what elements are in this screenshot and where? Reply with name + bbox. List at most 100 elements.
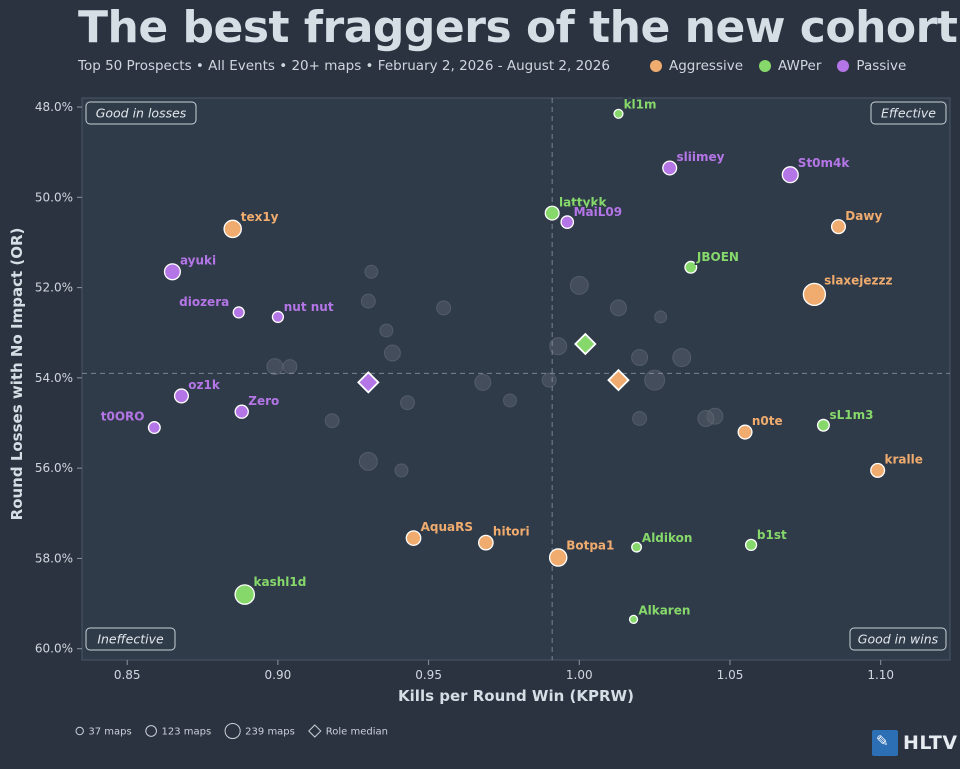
role-median-legend-label: Role median xyxy=(326,727,388,738)
player-label: AquaRS xyxy=(421,520,473,534)
group-legend: Aggressive AWPer Passive xyxy=(650,58,906,74)
background-prospect-point xyxy=(549,337,568,356)
background-prospect-point xyxy=(358,451,378,471)
quadrant-label-good-in-wins: Good in wins xyxy=(849,627,947,651)
player-label: b1st xyxy=(757,528,787,542)
size-legend-circle xyxy=(145,725,157,737)
awper-swatch xyxy=(759,60,772,72)
player-point xyxy=(223,219,242,239)
player-point xyxy=(816,418,830,432)
role-median-marker xyxy=(357,371,380,394)
background-prospect-point xyxy=(324,413,340,429)
x-tick-label: 0.95 xyxy=(415,668,442,682)
x-tick-label: 1.10 xyxy=(867,668,894,682)
player-point xyxy=(232,306,245,319)
quadrant-label-good-in-wins-box xyxy=(849,627,947,651)
player-point xyxy=(147,421,161,435)
y-axis-title: Round Losses with No Impact (OR) xyxy=(8,228,26,521)
player-point xyxy=(613,108,624,119)
player-point xyxy=(271,310,285,324)
player-label: lattykk xyxy=(559,195,607,209)
role-median-marker xyxy=(607,368,630,392)
player-point xyxy=(628,614,639,625)
player-label: oz1k xyxy=(188,378,221,392)
legend-label-aggressive: Aggressive xyxy=(669,58,744,74)
plot-area xyxy=(81,97,951,661)
player-point xyxy=(544,205,560,221)
legend-item-aggressive: Aggressive xyxy=(650,58,743,74)
background-prospect-point xyxy=(541,372,557,388)
legend-item-awper: AWPer xyxy=(759,58,821,74)
y-tick-label: 54.0% xyxy=(35,371,73,385)
hltv-logo-text: HLTV xyxy=(903,732,958,754)
background-prospect-point xyxy=(364,264,379,279)
x-tick-label: 1.00 xyxy=(566,668,593,682)
background-prospect-point xyxy=(672,348,692,368)
x-tick-label: 1.05 xyxy=(717,668,744,682)
legend-item-passive: Passive xyxy=(837,58,906,74)
background-prospect-point xyxy=(502,393,517,408)
player-point xyxy=(830,219,847,235)
background-prospect-point xyxy=(282,359,298,375)
background-prospect-point xyxy=(644,369,666,391)
player-label: t0ORO xyxy=(101,410,145,424)
background-prospect-point xyxy=(609,299,627,317)
player-point xyxy=(405,530,422,546)
background-prospect-point xyxy=(400,395,415,411)
y-tick-label: 50.0% xyxy=(35,190,73,204)
player-label: kashl1d xyxy=(254,575,307,589)
y-tick-label: 48.0% xyxy=(35,100,73,114)
player-label: nut nut xyxy=(284,300,334,314)
player-point xyxy=(744,538,758,552)
player-label: sliimey xyxy=(677,150,725,164)
player-label: ayuki xyxy=(180,253,216,267)
player-point xyxy=(684,260,698,274)
player-point xyxy=(870,462,886,478)
player-point xyxy=(662,160,678,176)
legend-label-awper: AWPer xyxy=(778,58,822,74)
y-tick-label: 52.0% xyxy=(35,281,73,295)
aggressive-swatch xyxy=(650,60,662,72)
background-prospect-point xyxy=(436,300,452,316)
background-prospect-point xyxy=(632,410,648,426)
background-prospect-point xyxy=(631,349,649,367)
player-point xyxy=(560,215,575,229)
size-legend-circle xyxy=(75,726,84,736)
y-tick-label: 56.0% xyxy=(35,461,73,475)
player-label: Dawy xyxy=(845,209,882,223)
background-prospect-point xyxy=(697,409,715,427)
player-point xyxy=(477,534,494,551)
background-prospect-point xyxy=(394,463,409,478)
x-tick-label: 0.90 xyxy=(265,668,292,682)
hltv-logo: ✎ HLTV xyxy=(872,730,958,756)
size-legend-label: 239 maps xyxy=(245,727,295,738)
player-label: n0te xyxy=(752,414,783,428)
player-point xyxy=(802,282,827,307)
player-label: hitori xyxy=(493,525,530,539)
background-prospect-point xyxy=(383,344,401,362)
player-label: Botpa1 xyxy=(566,539,614,553)
x-axis-title: Kills per Round Win (KPRW) xyxy=(398,687,634,705)
player-label: diozera xyxy=(179,295,229,309)
player-label: MaiL09 xyxy=(574,205,623,219)
player-label: St0m4k xyxy=(798,156,851,170)
hltv-logo-mark: ✎ xyxy=(872,730,898,756)
size-legend-circle xyxy=(224,722,241,740)
player-label: slaxejezzz xyxy=(824,274,892,288)
player-point xyxy=(631,541,643,553)
player-label: kralle xyxy=(884,453,922,467)
quadrant-label-ineffective: Ineffective xyxy=(85,627,176,651)
quadrant-label-good-in-losses: Good in losses xyxy=(85,101,197,125)
quadrant-label-effective: Effective xyxy=(870,101,947,125)
chart-subtitle: Top 50 Prospects • All Events • 20+ maps… xyxy=(78,58,610,74)
player-label: Alkaren xyxy=(638,604,690,618)
player-point xyxy=(234,584,256,605)
background-prospect-point xyxy=(654,310,668,324)
quadrant-label-effective-box xyxy=(870,101,947,125)
quadrant-label-ineffective-text: Ineffective xyxy=(97,632,164,647)
background-prospect-point xyxy=(379,323,394,338)
chart-title: The best fraggers of the new cohort xyxy=(78,2,958,53)
player-point xyxy=(234,404,249,419)
passive-swatch xyxy=(837,60,850,72)
role-median-marker xyxy=(574,332,597,356)
